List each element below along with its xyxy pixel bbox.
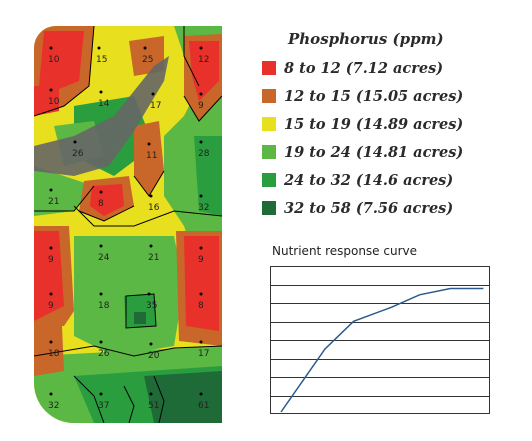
zone-label: 11 xyxy=(146,151,157,161)
zone-point xyxy=(49,188,53,192)
zone-point xyxy=(199,92,203,96)
zone-label: 51 xyxy=(148,401,159,411)
legend-items: 8 to 12 (7.12 acres) 12 to 15 (15.05 acre… xyxy=(262,54,522,222)
zone-point xyxy=(49,392,53,396)
zone-label: 18 xyxy=(48,349,60,359)
zone-label: 24 xyxy=(98,253,110,263)
zone-point xyxy=(199,392,203,396)
zone-point xyxy=(99,392,103,396)
zone-label: 12 xyxy=(198,55,209,65)
legend-swatch xyxy=(262,201,276,215)
zone-point xyxy=(99,340,103,344)
legend-title: Phosphorus (ppm) xyxy=(288,30,444,48)
legend-swatch xyxy=(262,145,276,159)
curve-title: Nutrient response curve xyxy=(272,244,418,258)
zone-label: 18 xyxy=(98,301,110,311)
legend-swatch xyxy=(262,89,276,103)
zone-label: 14 xyxy=(98,99,110,109)
zone-label: 8 xyxy=(198,301,204,311)
zone-label: 25 xyxy=(142,55,153,65)
zone-point xyxy=(99,244,103,248)
legend-swatch xyxy=(262,61,276,75)
zone-point xyxy=(151,92,155,96)
legend-item: 32 to 58 (7.56 acres) xyxy=(262,194,522,222)
zone-label: 26 xyxy=(72,149,84,159)
zone-point xyxy=(49,292,53,296)
legend-label: 32 to 58 (7.56 acres) xyxy=(284,199,454,217)
legend-swatch xyxy=(262,173,276,187)
nutrient-response-curve xyxy=(270,266,490,414)
zone-label: 15 xyxy=(96,55,107,65)
zone-point xyxy=(143,46,147,50)
legend-label: 12 to 15 (15.05 acres) xyxy=(284,87,464,105)
zone-point xyxy=(73,140,77,144)
legend-swatch xyxy=(262,117,276,131)
legend-item: 12 to 15 (15.05 acres) xyxy=(262,82,522,110)
legend-item: 8 to 12 (7.12 acres) xyxy=(262,54,522,82)
zone-label: 10 xyxy=(48,97,60,107)
zone-point xyxy=(199,340,203,344)
zone-point xyxy=(149,342,153,346)
zone-label: 17 xyxy=(198,349,209,359)
legend-label: 19 to 24 (14.81 acres) xyxy=(284,143,464,161)
legend-label: 15 to 19 (14.89 acres) xyxy=(284,115,464,133)
zone-point xyxy=(97,46,101,50)
phosphorus-legend: Phosphorus (ppm) 8 to 12 (7.12 acres) 12 … xyxy=(262,30,522,222)
zone-label: 61 xyxy=(198,401,209,411)
zone-point xyxy=(49,340,53,344)
zone-label: 9 xyxy=(198,101,204,111)
zone-label: 28 xyxy=(198,149,210,159)
zone-point xyxy=(49,46,53,50)
zone-point xyxy=(149,392,153,396)
zone-label: 16 xyxy=(148,203,160,213)
zone-point xyxy=(149,194,153,198)
phosphorus-zone-map: 10 15 25 12 10 14 17 9 26 11 28 21 8 16 32 9 24 21 9 9 18 35 8… xyxy=(34,26,222,423)
zone-label: 9 xyxy=(48,255,54,265)
zone-point xyxy=(199,292,203,296)
zone-point xyxy=(99,90,103,94)
zone-point xyxy=(147,292,151,296)
zone-point xyxy=(147,142,151,146)
zone-map-graphic: 10 15 25 12 10 14 17 9 26 11 28 21 8 16 32 9 24 21 9 9 18 35 8… xyxy=(34,26,222,423)
zone-label: 20 xyxy=(148,351,160,361)
zone-label: 21 xyxy=(48,197,59,207)
zone-label: 9 xyxy=(48,301,54,311)
zone-label: 21 xyxy=(148,253,159,263)
zone-label: 26 xyxy=(98,349,110,359)
legend-item: 24 to 32 (14.6 acres) xyxy=(262,166,522,194)
zone-label: 8 xyxy=(98,199,104,209)
zone-point xyxy=(199,46,203,50)
response-curve-line xyxy=(280,287,484,413)
legend-item: 15 to 19 (14.89 acres) xyxy=(262,110,522,138)
zone-point xyxy=(199,246,203,250)
legend-label: 8 to 12 (7.12 acres) xyxy=(284,59,444,77)
zone-label: 37 xyxy=(98,401,109,411)
zone-point xyxy=(49,88,53,92)
zone-label: 32 xyxy=(48,401,59,411)
zone-point xyxy=(149,244,153,248)
legend-label: 24 to 32 (14.6 acres) xyxy=(284,171,454,189)
legend-item: 19 to 24 (14.81 acres) xyxy=(262,138,522,166)
zone-point xyxy=(49,246,53,250)
zone-label: 17 xyxy=(150,101,161,111)
zone-point xyxy=(99,190,103,194)
zone-point xyxy=(99,292,103,296)
zone-label: 10 xyxy=(48,55,60,65)
zone-label: 32 xyxy=(198,203,209,213)
zone-point xyxy=(199,194,203,198)
zone-point xyxy=(199,140,203,144)
zone-label: 9 xyxy=(198,255,204,265)
zone-label: 35 xyxy=(146,301,157,311)
